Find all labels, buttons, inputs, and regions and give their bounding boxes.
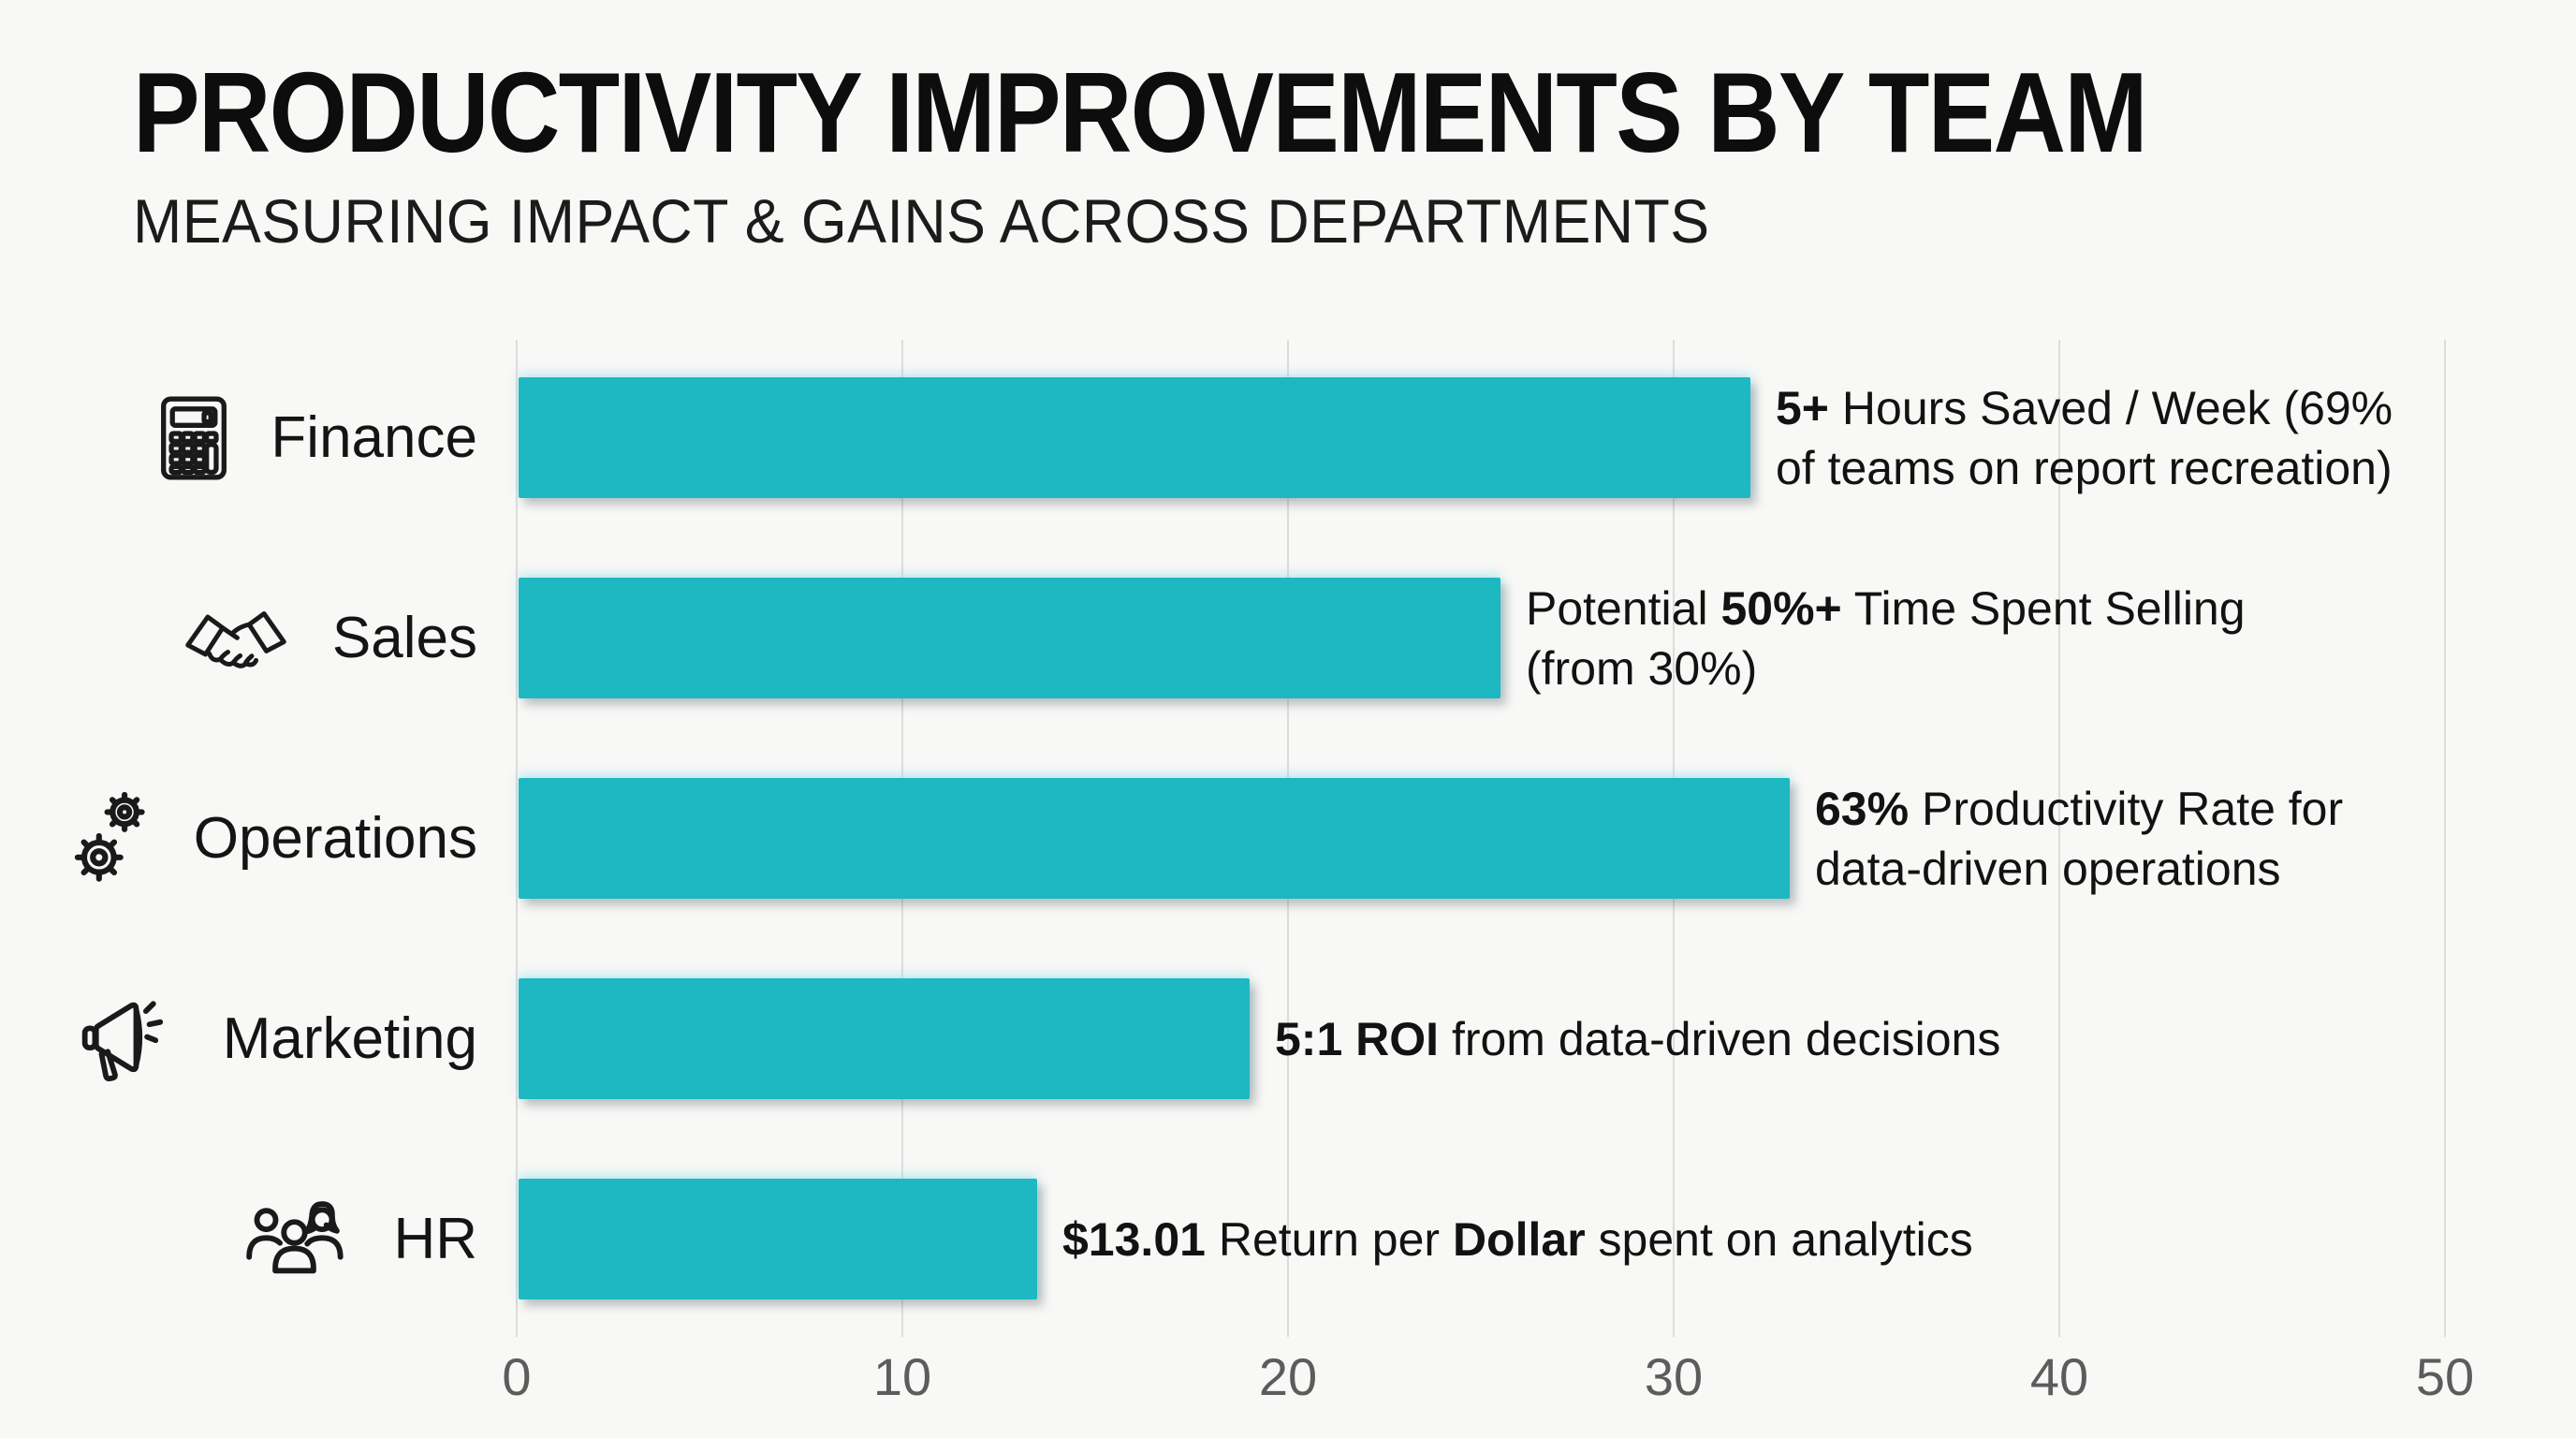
category-label: Sales xyxy=(331,606,477,670)
annotation-line: 63% Productivity Rate for xyxy=(1815,782,2344,835)
category-label-row: HR xyxy=(75,1179,477,1299)
category-label: Operations xyxy=(193,806,477,871)
category-label-row: Sales xyxy=(75,578,477,698)
bar-sales xyxy=(519,578,1500,698)
bar-operations xyxy=(519,778,1790,899)
bar-marketing xyxy=(519,978,1250,1099)
bar-finance xyxy=(519,377,1750,498)
annotation-line: 5+ Hours Saved / Week (69% xyxy=(1776,381,2393,434)
gridline xyxy=(516,340,518,1337)
x-tick-label: 40 xyxy=(2029,1347,2089,1406)
megaphone-icon xyxy=(77,989,182,1090)
calculator-icon xyxy=(158,393,229,483)
bar-annotation: 5:1 ROI from data-driven decisions xyxy=(1275,978,2000,1099)
gridline xyxy=(2444,340,2446,1337)
x-tick-label: 20 xyxy=(1258,1347,1318,1406)
bar-annotation: $13.01 Return per Dollar spent on analyt… xyxy=(1062,1179,1973,1299)
category-label: Marketing xyxy=(222,1006,477,1071)
x-tick-label: 10 xyxy=(872,1347,932,1406)
x-tick-label: 0 xyxy=(502,1347,532,1406)
x-tick-label: 30 xyxy=(1644,1347,1704,1406)
annotation-line: of teams on report recreation) xyxy=(1776,441,2393,494)
category-label: Finance xyxy=(271,405,477,470)
category-label-row: Marketing xyxy=(75,978,477,1099)
bar-annotation: 5+ Hours Saved / Week (69% of teams on re… xyxy=(1776,377,2393,498)
category-label-row: Operations xyxy=(74,778,477,899)
category-label-row: Finance xyxy=(75,377,477,498)
annotation-line: 5:1 ROI from data-driven decisions xyxy=(1275,1012,2001,1065)
gridline xyxy=(2058,340,2060,1337)
annotation-line: Potential 50%+ Time Spent Selling xyxy=(1526,581,2246,635)
chart-title: PRODUCTIVITY IMPROVEMENTS BY TEAM xyxy=(133,49,2148,176)
bar-annotation: 63% Productivity Rate for data-driven ope… xyxy=(1815,778,2343,899)
people-icon xyxy=(242,1193,352,1286)
bar-hr xyxy=(519,1179,1037,1299)
annotation-line: $13.01 Return per Dollar spent on analyt… xyxy=(1062,1212,1973,1266)
bar-annotation: Potential 50%+ Time Spent Selling (from 3… xyxy=(1526,578,2246,698)
handshake-icon xyxy=(181,595,291,682)
annotation-line: (from 30%) xyxy=(1526,641,1758,695)
chart-subtitle: MEASURING IMPACT & GAINS ACROSS DEPARTME… xyxy=(133,186,1710,256)
category-label: HR xyxy=(393,1207,477,1271)
gears-icon xyxy=(70,784,153,894)
x-tick-label: 50 xyxy=(2415,1347,2475,1406)
annotation-line: data-driven operations xyxy=(1815,842,2281,895)
